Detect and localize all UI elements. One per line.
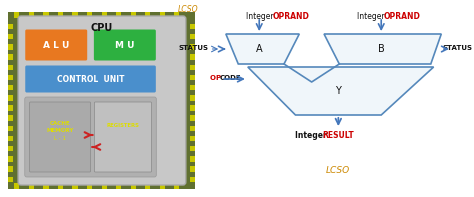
Bar (8, 65, 13, 70)
Text: A: A (256, 44, 263, 54)
Bar (130, 183, 136, 189)
Bar (116, 183, 121, 189)
Bar (8, 12, 195, 189)
Bar (160, 183, 165, 189)
Bar (73, 12, 78, 18)
Text: STATUS: STATUS (179, 45, 209, 51)
Text: LCSO: LCSO (326, 166, 350, 175)
FancyBboxPatch shape (18, 16, 186, 185)
Bar (87, 183, 92, 189)
Polygon shape (324, 34, 441, 64)
Polygon shape (226, 34, 299, 64)
Bar (130, 12, 136, 18)
Bar (8, 115, 13, 121)
FancyBboxPatch shape (94, 30, 156, 60)
Bar (190, 65, 195, 70)
Text: OP: OP (210, 75, 223, 81)
Bar (101, 12, 107, 18)
Bar (190, 75, 195, 80)
Bar (145, 183, 150, 189)
Text: CODE: CODE (219, 75, 241, 81)
Bar (29, 183, 34, 189)
Bar (101, 183, 107, 189)
Bar (29, 12, 34, 18)
Bar (160, 12, 165, 18)
Bar (145, 12, 150, 18)
Text: Y: Y (336, 86, 341, 96)
Text: B: B (378, 44, 384, 54)
Bar (58, 183, 63, 189)
Bar (8, 85, 13, 90)
Bar (190, 156, 195, 162)
Bar (43, 12, 48, 18)
Bar (190, 54, 195, 60)
Bar (8, 177, 13, 182)
Bar (190, 44, 195, 50)
Bar (8, 166, 13, 172)
Bar (87, 12, 92, 18)
Polygon shape (248, 67, 434, 115)
Bar (73, 183, 78, 189)
Bar (190, 177, 195, 182)
Text: CPU: CPU (91, 23, 113, 33)
Bar (8, 44, 13, 50)
Bar (8, 95, 13, 100)
Text: STATUS: STATUS (442, 45, 472, 51)
FancyBboxPatch shape (29, 102, 91, 172)
Bar (8, 54, 13, 60)
Bar (190, 105, 195, 111)
FancyBboxPatch shape (94, 102, 152, 172)
Bar (8, 126, 13, 131)
Bar (190, 24, 195, 29)
Bar (190, 146, 195, 151)
Text: A L U: A L U (43, 41, 69, 49)
Text: Integer: Integer (357, 12, 387, 21)
Text: Integer: Integer (295, 131, 330, 140)
Bar (116, 12, 121, 18)
Text: LCSO: LCSO (178, 5, 198, 14)
Bar (43, 183, 48, 189)
Bar (190, 95, 195, 100)
Bar (8, 136, 13, 141)
Bar (8, 156, 13, 162)
Text: CACHE: CACHE (50, 121, 70, 125)
Bar (14, 183, 19, 189)
Bar (190, 115, 195, 121)
Text: MEMORY: MEMORY (46, 128, 74, 134)
Bar (8, 34, 13, 39)
Bar (174, 183, 179, 189)
Bar (8, 105, 13, 111)
Text: CONTROL  UNIT: CONTROL UNIT (57, 74, 124, 84)
Bar (190, 126, 195, 131)
Text: OPRAND: OPRAND (273, 12, 310, 21)
Text: M U: M U (115, 41, 135, 49)
Bar (14, 12, 19, 18)
Bar (8, 24, 13, 29)
Text: Integer: Integer (246, 12, 276, 21)
Bar (8, 146, 13, 151)
FancyBboxPatch shape (25, 97, 156, 177)
FancyBboxPatch shape (25, 30, 87, 60)
Bar (8, 75, 13, 80)
Text: RESULT: RESULT (322, 131, 354, 140)
Bar (190, 85, 195, 90)
Text: OPRAND: OPRAND (384, 12, 421, 21)
Bar (58, 12, 63, 18)
Bar (190, 136, 195, 141)
Text: L - 1: L - 1 (54, 137, 66, 141)
Bar (190, 34, 195, 39)
Bar (174, 12, 179, 18)
Bar (190, 166, 195, 172)
FancyBboxPatch shape (25, 65, 156, 93)
Text: REGISTERS: REGISTERS (107, 123, 139, 127)
